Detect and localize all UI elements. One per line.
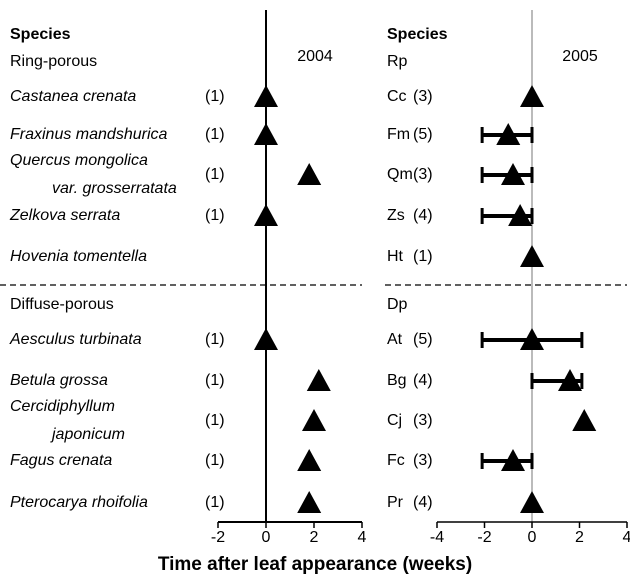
species-label: Fagus crenata [10, 452, 112, 469]
marker [501, 163, 525, 185]
marker [558, 369, 582, 391]
marker [254, 123, 278, 145]
marker [254, 85, 278, 107]
x-tick-label: 4 [623, 529, 630, 546]
x-tick-label: -2 [477, 529, 491, 546]
species-label: Castanea crenata [10, 88, 136, 105]
marker [297, 163, 322, 185]
x-axis-label: Time after leaf appearance (weeks) [158, 554, 472, 575]
group-label: Dp [387, 296, 408, 313]
sample-size: (3) [413, 412, 433, 429]
species-label: Quercus mongolica var. grosserratata [10, 152, 177, 197]
sample-size: (1) [205, 331, 225, 348]
column-title: Species [10, 26, 71, 43]
species-label: Fm [387, 126, 410, 143]
marker [297, 449, 322, 471]
marker [508, 204, 533, 226]
marker [520, 85, 544, 107]
sample-size: (1) [205, 494, 225, 511]
group-label: Diffuse-porous [10, 296, 114, 313]
species-label: Qm [387, 166, 413, 183]
marker [520, 328, 544, 350]
species-label: Aesculus turbinata [9, 331, 142, 348]
species-label: At [387, 331, 403, 348]
species-label: Zs [387, 207, 405, 224]
marker [297, 491, 322, 513]
species-label: Zelkova serrata [9, 207, 120, 224]
group-label: Ring-porous [10, 53, 97, 70]
species-label: Cc [387, 88, 407, 105]
species-label: Cj [387, 412, 402, 429]
marker [572, 409, 597, 431]
x-tick-label: 0 [528, 529, 537, 546]
species-label: Hovenia tomentella [10, 248, 147, 265]
species-label: Fc [387, 452, 405, 469]
sample-size: (3) [413, 88, 433, 105]
sample-size: (4) [413, 494, 433, 511]
marker [501, 449, 525, 471]
sample-size: (1) [205, 372, 225, 389]
sample-size: (5) [413, 126, 433, 143]
sample-size: (5) [413, 331, 433, 348]
sample-size: (3) [413, 166, 433, 183]
sample-size: (3) [413, 452, 433, 469]
sample-size: (1) [205, 207, 225, 224]
group-label: Rp [387, 53, 408, 70]
sample-size: (1) [205, 88, 225, 105]
x-tick-label: 2 [310, 529, 319, 546]
year-label: 2004 [297, 48, 333, 65]
x-tick-label: 0 [262, 529, 271, 546]
x-tick-label: 4 [358, 529, 367, 546]
species-label: Betula grossa [10, 372, 108, 389]
sample-size: (1) [205, 126, 225, 143]
species-label: Fraxinus mandshurica [10, 126, 168, 143]
sample-size: (1) [413, 248, 433, 265]
marker [254, 328, 278, 350]
marker [520, 245, 544, 267]
marker [496, 123, 521, 145]
species-label: Pr [387, 494, 404, 511]
marker [302, 409, 326, 431]
species-label: Ht [387, 248, 404, 265]
x-tick-label: 2 [575, 529, 584, 546]
marker [520, 491, 544, 513]
year-label: 2005 [562, 48, 598, 65]
marker [254, 204, 278, 226]
sample-size: (1) [205, 452, 225, 469]
column-title: Species [387, 26, 448, 43]
x-tick-label: -2 [211, 529, 225, 546]
x-tick-label: -4 [430, 529, 444, 546]
species-label: Pterocarya rhoifolia [10, 494, 148, 511]
sample-size: (1) [205, 166, 225, 183]
species-label: Bg [387, 372, 407, 389]
sample-size: (1) [205, 412, 225, 429]
sample-size: (4) [413, 372, 433, 389]
species-label: Cercidiphyllum japonicum [10, 398, 125, 443]
sample-size: (4) [413, 207, 433, 224]
marker [306, 369, 331, 391]
